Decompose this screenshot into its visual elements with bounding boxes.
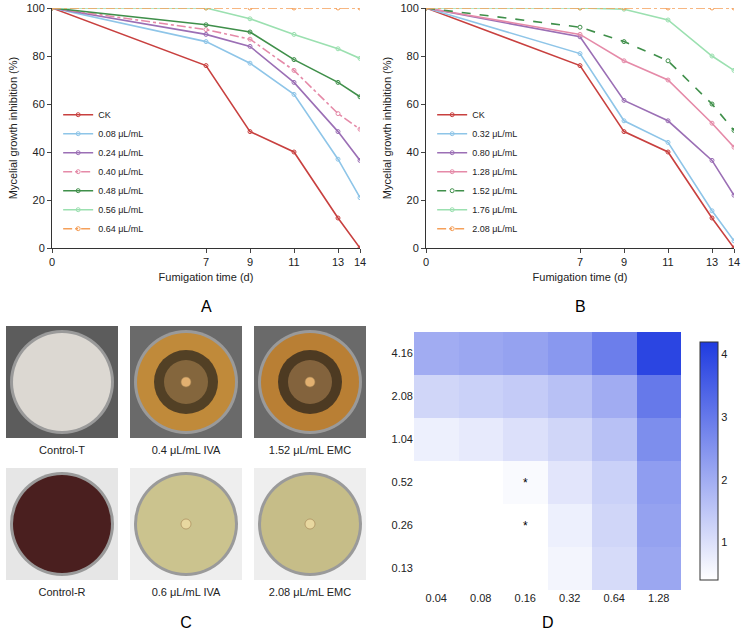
- svg-text:7: 7: [203, 256, 209, 268]
- svg-text:0.04: 0.04: [426, 592, 447, 604]
- svg-text:2.08: 2.08: [392, 390, 413, 402]
- svg-text:0.08 μL/mL: 0.08 μL/mL: [98, 129, 143, 139]
- svg-text:9: 9: [247, 256, 253, 268]
- svg-text:1.52 μL/mL EMC: 1.52 μL/mL EMC: [269, 444, 351, 456]
- svg-text:0: 0: [423, 256, 429, 268]
- svg-text:1.28 μL/mL: 1.28 μL/mL: [472, 167, 517, 177]
- svg-text:1.04: 1.04: [392, 433, 413, 445]
- svg-text:Fumigation time (d): Fumigation time (d): [159, 271, 254, 283]
- svg-text:100: 100: [26, 2, 44, 14]
- svg-text:0: 0: [49, 256, 55, 268]
- svg-text:9: 9: [621, 256, 627, 268]
- svg-text:0.16: 0.16: [515, 592, 536, 604]
- svg-text:40: 40: [407, 146, 419, 158]
- svg-text:14: 14: [354, 256, 366, 268]
- svg-text:1.52 μL/mL: 1.52 μL/mL: [472, 186, 517, 196]
- svg-text:0.4 μL/mL IVA: 0.4 μL/mL IVA: [152, 444, 221, 456]
- svg-text:Control-R: Control-R: [38, 586, 85, 598]
- svg-text:7: 7: [577, 256, 583, 268]
- svg-text:0: 0: [39, 242, 45, 254]
- svg-text:0.32: 0.32: [559, 592, 580, 604]
- svg-text:0.40 μL/mL: 0.40 μL/mL: [98, 167, 143, 177]
- svg-text:C: C: [180, 614, 192, 631]
- svg-text:0.48 μL/mL: 0.48 μL/mL: [98, 186, 143, 196]
- svg-text:100: 100: [400, 2, 418, 14]
- svg-text:20: 20: [407, 194, 419, 206]
- svg-text:80: 80: [33, 50, 45, 62]
- svg-text:20: 20: [33, 194, 45, 206]
- svg-text:1: 1: [721, 536, 727, 548]
- svg-text:*: *: [523, 476, 528, 490]
- svg-text:80: 80: [407, 50, 419, 62]
- svg-text:2.08 μL/mL EMC: 2.08 μL/mL EMC: [269, 586, 351, 598]
- svg-text:40: 40: [33, 146, 45, 158]
- svg-text:0.80 μL/mL: 0.80 μL/mL: [472, 148, 517, 158]
- svg-text:CK: CK: [472, 110, 485, 120]
- svg-text:0.56 μL/mL: 0.56 μL/mL: [98, 205, 143, 215]
- svg-text:1.28: 1.28: [648, 592, 669, 604]
- svg-text:0.52: 0.52: [392, 476, 413, 488]
- svg-text:11: 11: [662, 256, 673, 268]
- svg-text:2.08 μL/mL: 2.08 μL/mL: [472, 224, 517, 234]
- svg-text:0.26: 0.26: [392, 519, 413, 531]
- svg-text:A: A: [201, 298, 212, 315]
- svg-text:60: 60: [407, 98, 419, 110]
- svg-text:Fumigation time (d): Fumigation time (d): [533, 271, 628, 283]
- svg-text:14: 14: [728, 256, 740, 268]
- svg-text:0.32 μL/mL: 0.32 μL/mL: [472, 129, 517, 139]
- svg-text:CK: CK: [98, 110, 111, 120]
- svg-text:*: *: [523, 519, 528, 533]
- svg-text:0: 0: [413, 242, 419, 254]
- svg-text:0.64: 0.64: [604, 592, 625, 604]
- svg-text:4: 4: [721, 348, 727, 360]
- svg-text:1.76 μL/mL: 1.76 μL/mL: [472, 205, 517, 215]
- svg-text:4.16: 4.16: [392, 347, 413, 359]
- svg-text:0.6 μL/mL IVA: 0.6 μL/mL IVA: [152, 586, 221, 598]
- svg-text:13: 13: [706, 256, 718, 268]
- svg-text:B: B: [575, 298, 586, 315]
- svg-text:Control-T: Control-T: [39, 444, 85, 456]
- svg-text:3: 3: [721, 411, 727, 423]
- svg-text:2: 2: [721, 474, 727, 486]
- svg-text:0.64 μL/mL: 0.64 μL/mL: [98, 224, 143, 234]
- svg-text:0.13: 0.13: [392, 562, 413, 574]
- svg-text:Mycelial growth inhibition (%): Mycelial growth inhibition (%): [7, 57, 19, 199]
- svg-text:Mycelial growth inhibition (%): Mycelial growth inhibition (%): [381, 57, 393, 199]
- svg-text:0.24 μL/mL: 0.24 μL/mL: [98, 148, 143, 158]
- svg-text:13: 13: [332, 256, 344, 268]
- svg-text:11: 11: [288, 256, 299, 268]
- svg-text:D: D: [542, 614, 554, 631]
- svg-text:0.08: 0.08: [470, 592, 491, 604]
- svg-text:60: 60: [33, 98, 45, 110]
